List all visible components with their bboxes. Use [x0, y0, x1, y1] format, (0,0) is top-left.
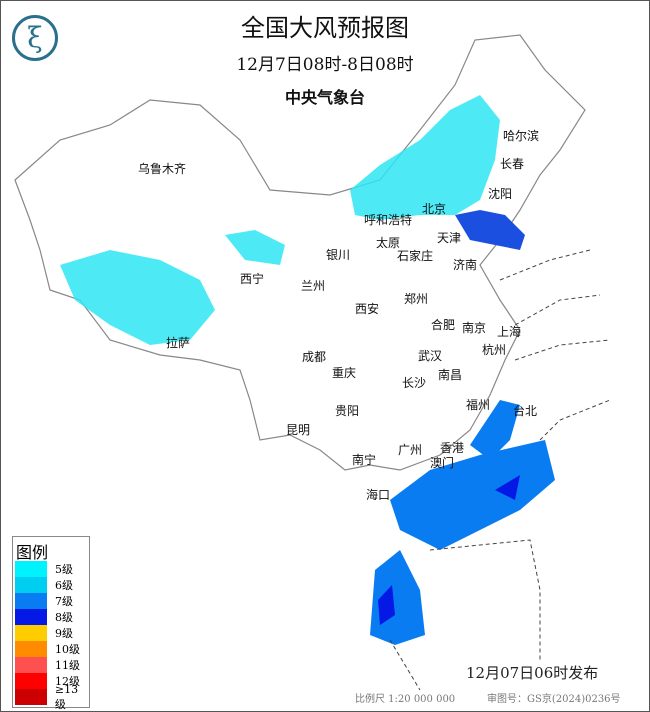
city-label: 太原 — [376, 236, 401, 250]
wind-area-7-south-china-sea — [390, 440, 555, 550]
legend-swatch — [15, 641, 47, 657]
city-label: 合肥 — [431, 318, 456, 332]
city-label: 贵阳 — [335, 404, 360, 418]
city-label: 石家庄 — [397, 249, 434, 263]
cma-logo-icon: ξ — [12, 15, 58, 61]
city-label: 成都 — [302, 350, 327, 364]
legend-item: 11级 — [13, 657, 89, 673]
wind-area-7-bohai — [455, 210, 525, 250]
city-label: 武汉 — [418, 349, 443, 363]
legend-item: 5级 — [13, 561, 89, 577]
city-label: 广州 — [398, 443, 423, 457]
city-label: 南昌 — [438, 368, 463, 382]
city-label: 杭州 — [482, 343, 507, 357]
city-label: 昆明 — [286, 423, 311, 437]
wind-area-6-tibet — [60, 250, 215, 345]
city-label: 郑州 — [404, 292, 429, 306]
legend-label: 11级 — [55, 659, 80, 672]
city-label: 沈阳 — [488, 187, 513, 201]
wind-area-8-luzon — [495, 475, 520, 500]
legend-swatch — [15, 689, 47, 705]
legend-item: 8级 — [13, 609, 89, 625]
city-label: 海口 — [366, 488, 391, 502]
sea-area-boundaries — [389, 249, 611, 691]
legend-label: 9级 — [55, 627, 73, 640]
legend-item: 6级 — [13, 577, 89, 593]
legend-swatch — [15, 673, 47, 689]
legend-label: 6级 — [55, 579, 73, 592]
wind-area-7-gulf-thailand — [370, 550, 425, 645]
city-label: 北京 — [422, 202, 447, 216]
map-scale: 比例尺 1:20 000 000 — [355, 694, 456, 705]
legend: 图例 5级 6级 7级 8级 9级 10级 11级 12级 ≥13级 — [12, 536, 90, 711]
legend-title: 图例 — [16, 543, 49, 562]
legend-label: 5级 — [55, 563, 73, 576]
city-label: 重庆 — [332, 366, 357, 380]
forecast-period: 12月7日08时-8日08时 — [236, 55, 414, 75]
city-label: 长沙 — [402, 376, 427, 390]
legend-label: 10级 — [55, 643, 80, 656]
city-label: 呼和浩特 — [364, 213, 413, 227]
legend-label: ≥13级 — [54, 682, 79, 711]
city-label: 台北 — [513, 404, 538, 418]
legend-swatch — [15, 593, 47, 609]
city-label: 银川 — [326, 248, 351, 262]
city-label: 西安 — [355, 302, 380, 316]
legend-item: ≥13级 — [13, 683, 89, 711]
legend-swatch — [15, 657, 47, 673]
city-label: 哈尔滨 — [503, 129, 540, 143]
wind-area-6-qinghai — [225, 230, 285, 265]
legend-item: 9级 — [13, 625, 89, 641]
legend-swatch — [15, 577, 47, 593]
issuer: 中央气象台 — [284, 88, 365, 107]
wind-area-6-north — [350, 95, 500, 220]
legend-swatch — [15, 609, 47, 625]
legend-label: 7级 — [55, 595, 73, 608]
wind-area-8-gulf-thailand — [378, 585, 395, 625]
issued-time: 12月07日06时发布 — [466, 664, 599, 682]
map-title: 全国大风预报图 — [241, 14, 409, 42]
legend-swatch — [15, 561, 47, 577]
city-label: 兰州 — [301, 279, 326, 293]
legend-item: 10级 — [13, 641, 89, 657]
legend-swatch — [15, 625, 47, 641]
city-label: 西宁 — [240, 272, 265, 286]
city-label: 南宁 — [352, 453, 377, 467]
city-label: 澳门 — [430, 456, 455, 470]
legend-item: 12级 — [13, 673, 89, 689]
city-label: 拉萨 — [166, 336, 191, 350]
city-label: 香港 — [440, 441, 465, 455]
wind-area-7-taiwan-strait — [470, 400, 520, 460]
city-label: 济南 — [453, 258, 478, 272]
city-label: 上海 — [497, 325, 522, 339]
city-label: 福州 — [466, 398, 491, 412]
city-label: 乌鲁木齐 — [138, 162, 187, 176]
review-number: 审图号：GS京(2024)0236号 — [487, 694, 621, 705]
city-label: 长春 — [500, 157, 525, 171]
city-label: 南京 — [462, 321, 487, 335]
legend-item: 7级 — [13, 593, 89, 609]
legend-label: 12级 — [55, 675, 80, 688]
legend-label: 8级 — [55, 611, 73, 624]
city-label: 天津 — [437, 231, 462, 245]
